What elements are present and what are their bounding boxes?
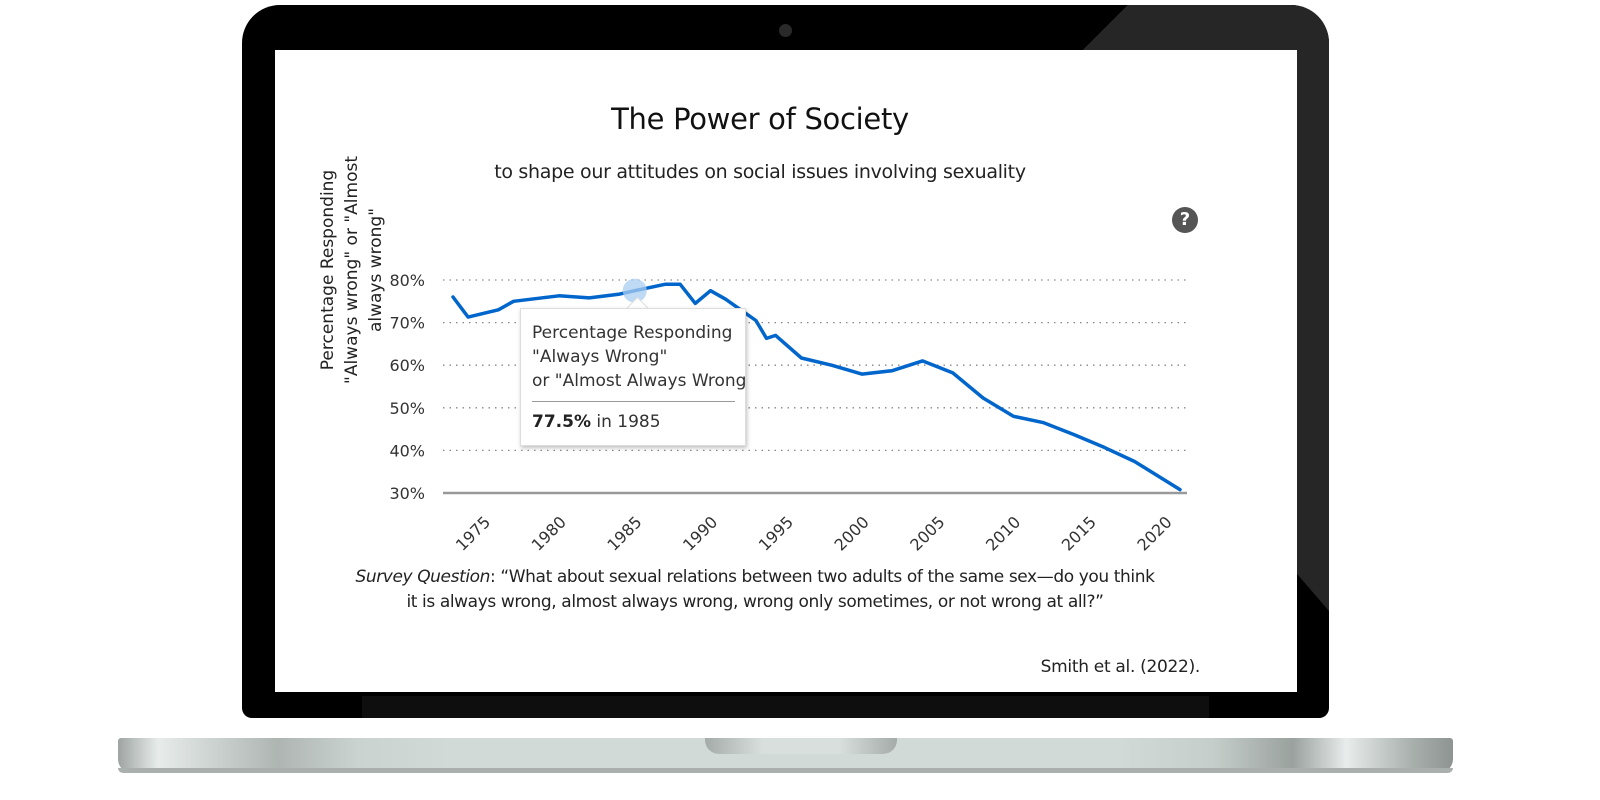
question-circle-icon[interactable]: ?	[1172, 207, 1198, 233]
laptop-opening-notch	[705, 738, 897, 754]
data-point[interactable]	[720, 293, 732, 305]
y-tick-label: 60%	[389, 356, 425, 375]
data-point[interactable]	[1068, 429, 1080, 441]
x-tick-label: 2000	[831, 512, 873, 554]
screen: The Power of Society to shape our attitu…	[275, 50, 1297, 692]
tooltip-series-line3: or "Almost Always Wrong	[532, 371, 747, 391]
x-tick-label: 1995	[755, 512, 797, 554]
series-line-group	[447, 278, 1186, 496]
y-tick-label: 50%	[389, 399, 425, 418]
series-line	[451, 282, 1182, 492]
data-point[interactable]	[947, 367, 959, 379]
data-point[interactable]	[917, 355, 929, 367]
x-tick-label: 1980	[528, 512, 570, 554]
tooltip-series-line2: "Always Wrong"	[532, 347, 668, 367]
chart-subtitle: to shape our attitudes on social issues …	[494, 161, 1026, 183]
tooltip-divider	[532, 401, 735, 402]
data-point[interactable]	[1174, 484, 1186, 496]
x-tick-label: 1975	[452, 512, 494, 554]
data-point[interactable]	[1098, 441, 1110, 453]
data-point[interactable]	[447, 291, 459, 303]
tooltip-year: in 1985	[590, 412, 661, 432]
x-tick-label: 2020	[1133, 512, 1175, 554]
data-point[interactable]	[583, 292, 595, 304]
x-tick-labels: 1975 1980 1985 1990 1995 2000 2005 2010 2015 2020	[452, 512, 1176, 554]
data-point[interactable]	[770, 329, 782, 341]
survey-question: Survey Question: “What about sexual rela…	[355, 565, 1155, 615]
y-axis-label-line3: always wrong"	[366, 208, 386, 332]
data-point[interactable]	[462, 311, 474, 323]
data-point[interactable]	[750, 314, 762, 326]
data-point[interactable]	[704, 285, 716, 297]
tooltip-value: 77.5%	[532, 412, 591, 432]
y-tick-label: 40%	[389, 441, 425, 460]
camera-icon	[779, 24, 792, 37]
data-point[interactable]	[674, 278, 686, 290]
data-point[interactable]	[1038, 417, 1050, 429]
x-tick-label: 1990	[679, 512, 721, 554]
x-tick-label: 2005	[906, 512, 948, 554]
tooltip-series-line1: Percentage Responding	[532, 323, 733, 343]
x-tick-label: 2015	[1058, 512, 1100, 554]
data-point[interactable]	[826, 359, 838, 371]
data-point[interactable]	[508, 295, 520, 307]
data-point[interactable]	[1007, 410, 1019, 422]
data-point[interactable]	[977, 392, 989, 404]
y-tick-label: 80%	[389, 271, 425, 290]
survey-text: : “What about sexual relations between t…	[406, 567, 1155, 612]
survey-label: Survey Question	[355, 567, 491, 587]
data-point[interactable]	[1129, 455, 1141, 467]
y-tick-labels: 30% 40% 50% 60% 70% 80%	[389, 271, 425, 503]
data-point[interactable]	[856, 368, 868, 380]
tooltip-value-row: 77.5% in 1985	[532, 410, 735, 434]
chart-title: The Power of Society	[611, 102, 909, 136]
tooltip: Percentage Responding "Always Wrong" or …	[520, 308, 746, 446]
citation: Smith et al. (2022).	[1040, 657, 1201, 677]
data-point[interactable]	[659, 278, 671, 290]
y-tick-label: 70%	[389, 314, 425, 333]
data-point[interactable]	[553, 290, 565, 302]
x-tick-label: 2010	[982, 512, 1024, 554]
y-axis-label-line1: Percentage Responding	[318, 170, 338, 370]
bezel-bottom-strip	[362, 696, 1209, 718]
laptop-base	[118, 738, 1453, 773]
data-point[interactable]	[886, 365, 898, 377]
data-point[interactable]	[795, 352, 807, 364]
x-tick-label: 1985	[603, 512, 645, 554]
data-point[interactable]	[492, 304, 504, 316]
highlighted-point[interactable]	[622, 278, 647, 303]
y-tick-label: 30%	[389, 484, 425, 503]
y-axis-label-line2: "Always wrong" or "Almost	[342, 156, 362, 384]
